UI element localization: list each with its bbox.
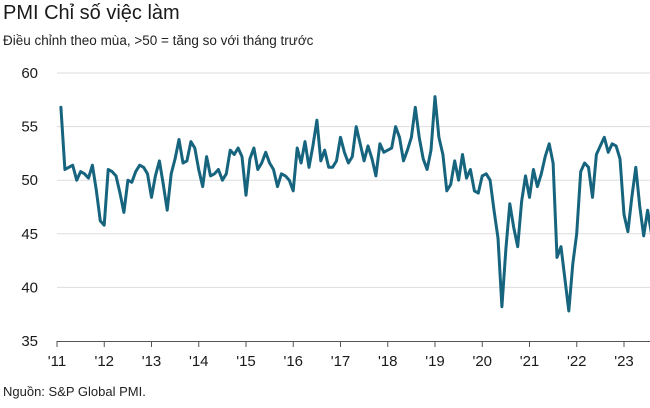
x-tick-label: '17 <box>331 353 351 370</box>
x-tick-label: '13 <box>142 353 162 370</box>
y-tick-label: 55 <box>21 119 38 136</box>
x-tick-label: '12 <box>94 353 114 370</box>
y-tick-label: 40 <box>21 279 38 296</box>
y-tick-label: 60 <box>21 65 38 82</box>
x-tick-label: '11 <box>48 353 66 370</box>
x-tick-label: '16 <box>283 353 303 370</box>
x-tick-label: '20 <box>472 353 492 370</box>
x-tick-label: '23 <box>614 353 634 370</box>
y-tick-label: 35 <box>21 333 38 350</box>
x-tick-label: '14 <box>189 353 209 370</box>
series-layer <box>59 95 650 313</box>
source-note: Nguồn: S&P Global PMI. <box>3 384 146 399</box>
y-tick-label: 50 <box>21 172 38 189</box>
series-line <box>59 95 650 313</box>
chart-title: PMI Chỉ số việc làm <box>3 2 180 24</box>
x-tick-label: '22 <box>567 353 587 370</box>
y-tick-label: 45 <box>21 226 38 243</box>
axes: 35 40 45 50 55 60 '11 '12 '13 '14 '15 '16 '17 '18 '19 '… <box>21 65 650 370</box>
x-tick-label: '19 <box>425 353 445 370</box>
chart-subtitle: Điều chỉnh theo mùa, >50 = tăng so với t… <box>3 33 314 48</box>
x-tick-label: '18 <box>378 353 398 370</box>
x-tick-label: '21 <box>520 353 540 370</box>
x-tick-label: '15 <box>236 353 256 370</box>
